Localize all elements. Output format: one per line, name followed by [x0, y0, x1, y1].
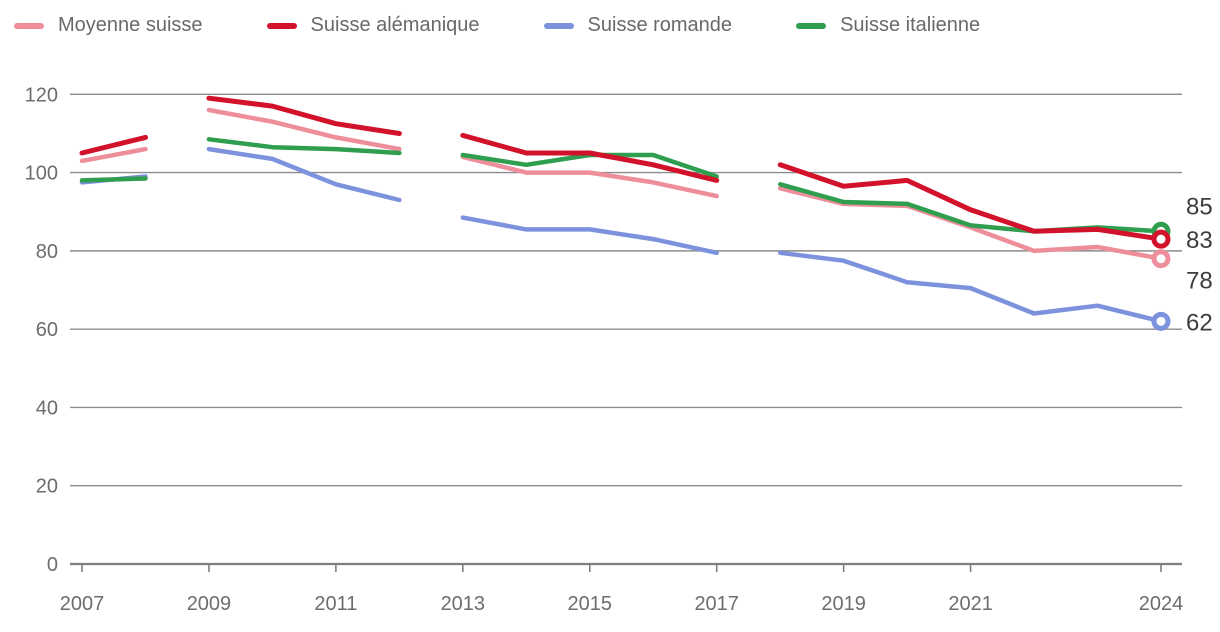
end-value-label-0: 78 — [1186, 268, 1213, 295]
end-value-label-2: 62 — [1186, 309, 1213, 336]
chart-legend: Moyenne suisse Suisse alémanique Suisse … — [14, 14, 980, 37]
series-line-1-seg-2 — [460, 132, 720, 183]
legend-item-suisse-romande: Suisse romande — [543, 14, 733, 37]
x-tick-label-2024: 2024 — [1139, 593, 1184, 615]
series-line-2-seg-3 — [777, 250, 1164, 324]
y-tick-label-60: 60 — [36, 319, 58, 341]
legend-swatch-suisse-italienne — [796, 22, 827, 29]
x-tick-label-2019: 2019 — [821, 593, 866, 615]
y-tick-label-0: 0 — [47, 554, 58, 576]
x-tick-label-2015: 2015 — [568, 593, 613, 615]
legend-label-suisse-romande: Suisse romande — [587, 14, 733, 36]
y-tick-label-40: 40 — [36, 397, 58, 419]
legend-swatch-moyenne-suisse — [14, 22, 44, 29]
series-line-2-seg-1 — [206, 146, 402, 203]
y-tick-label-20: 20 — [36, 476, 58, 498]
end-marker-1 — [1151, 229, 1171, 249]
end-value-label-1: 83 — [1186, 227, 1213, 254]
x-tick-label-2013: 2013 — [441, 593, 486, 615]
series-line-1-seg-0 — [79, 134, 148, 156]
y-tick-label-100: 100 — [25, 163, 58, 185]
legend-swatch-suisse-alemanique — [266, 22, 297, 29]
legend-item-moyenne-suisse: Moyenne suisse — [14, 14, 203, 37]
x-tick-label-2007: 2007 — [60, 593, 105, 615]
end-marker-2 — [1151, 311, 1171, 331]
legend-swatch-suisse-romande — [543, 22, 574, 29]
x-tick-label-2017: 2017 — [694, 593, 739, 615]
legend-label-suisse-italienne: Suisse italienne — [840, 14, 981, 36]
series-line-3-seg-0 — [79, 176, 148, 183]
series-line-0-seg-2 — [460, 154, 719, 199]
x-tick-label-2009: 2009 — [187, 593, 232, 615]
series-line-0-seg-1 — [206, 107, 402, 152]
series-line-1-seg-3 — [777, 162, 1164, 242]
series-line-2-seg-2 — [460, 215, 719, 256]
y-tick-label-80: 80 — [36, 241, 58, 263]
end-marker-0 — [1151, 249, 1171, 269]
legend-item-suisse-italienne: Suisse italienne — [796, 14, 980, 37]
x-tick-label-2021: 2021 — [948, 593, 993, 615]
end-value-label-3: 85 — [1186, 193, 1213, 220]
legend-item-suisse-alemanique: Suisse alémanique — [266, 14, 480, 37]
y-tick-label-120: 120 — [25, 84, 58, 106]
legend-label-suisse-alemanique: Suisse alémanique — [310, 14, 480, 36]
series-line-1-seg-1 — [206, 95, 402, 136]
series-line-3-seg-1 — [206, 137, 402, 156]
series-line-0-seg-0 — [79, 146, 148, 164]
x-tick-label-2011: 2011 — [314, 593, 357, 615]
legend-label-moyenne-suisse: Moyenne suisse — [58, 14, 203, 36]
